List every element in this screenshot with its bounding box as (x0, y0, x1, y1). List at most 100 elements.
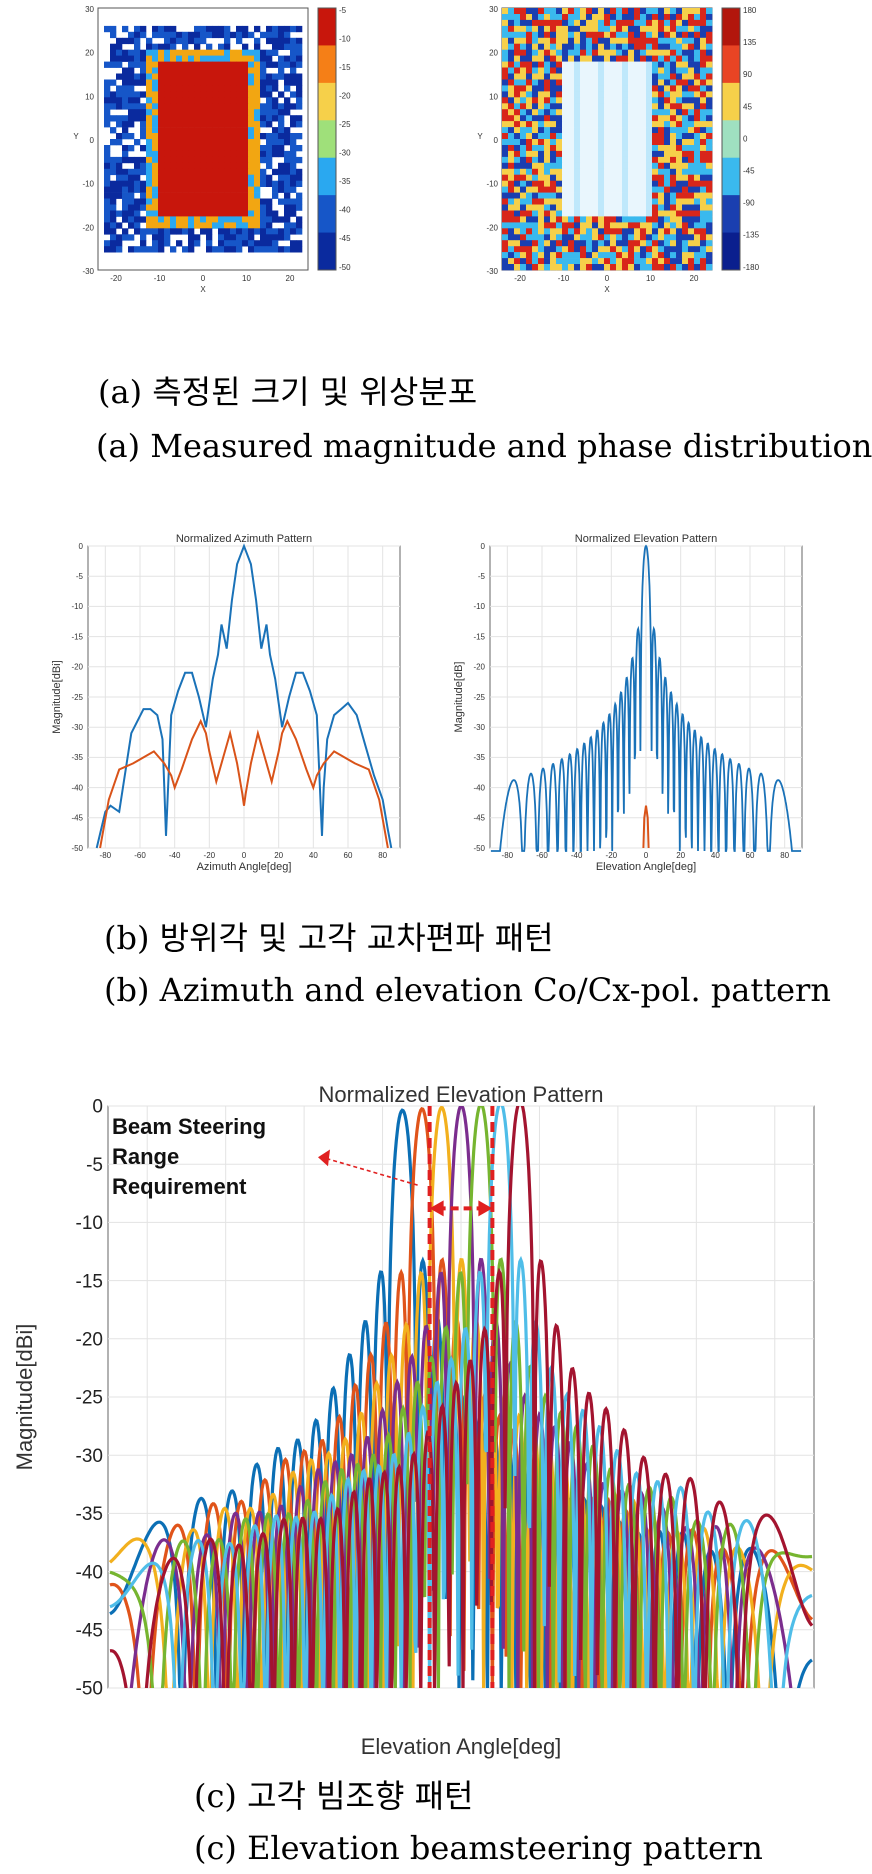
heatmap-cell (248, 246, 255, 253)
heatmap-cell (526, 91, 533, 98)
heatmap-cell (134, 31, 141, 39)
heatmap-cell (248, 79, 255, 86)
heatmap-cell (622, 133, 629, 140)
heatmap-cell (128, 79, 135, 86)
heatmap-cell (622, 252, 629, 259)
heatmap-cell (562, 37, 569, 45)
heatmap-cell (592, 174, 599, 181)
heatmap-cell (194, 174, 201, 181)
heatmap-cell (580, 264, 587, 271)
heatmap-cell (140, 49, 147, 56)
heatmap-cell (550, 228, 557, 235)
heatmap-cell (646, 109, 653, 116)
x-tick-label: 40 (711, 851, 720, 860)
heatmap-cell (242, 49, 249, 56)
heatmap-cell (170, 162, 177, 170)
heatmap-cell (568, 37, 575, 45)
heatmap-cell (152, 115, 159, 122)
heatmap-cell (670, 97, 677, 104)
heatmap-cell (538, 246, 545, 253)
heatmap-cell (188, 204, 195, 211)
heatmap-cell (706, 198, 713, 205)
heatmap-cell (640, 192, 647, 199)
heatmap-cell (652, 121, 659, 128)
heatmap-cell (182, 192, 189, 199)
heatmap-cell (152, 145, 159, 152)
heatmap-cell (622, 109, 629, 116)
heatmap-cell (122, 192, 129, 199)
heatmap-cell (526, 216, 533, 223)
heatmap-cell (622, 79, 629, 86)
heatmap-cell (272, 43, 279, 50)
heatmap-cell (688, 216, 695, 223)
heatmap-cell (182, 168, 189, 176)
heatmap-cell (646, 37, 653, 45)
heatmap-cell (104, 180, 111, 187)
heatmap-cell (688, 19, 695, 27)
heatmap-cell (688, 133, 695, 140)
heatmap-cell (134, 168, 141, 176)
heatmap-cell (640, 37, 647, 45)
y-tick-label: -30 (82, 267, 94, 276)
heatmap-cell (568, 31, 575, 39)
heatmap-cell (224, 204, 231, 211)
heatmap-cell (568, 121, 575, 128)
heatmap-cell (296, 246, 303, 253)
heatmap-cell (170, 91, 177, 98)
heatmap-cell (508, 192, 515, 199)
heatmap-cell (526, 37, 533, 45)
heatmap-cell (538, 252, 545, 259)
heatmap-cell (628, 85, 635, 92)
heatmap-cell (538, 91, 545, 98)
heatmap-cell (188, 139, 195, 146)
heatmap-cell (670, 103, 677, 110)
colorbar-tick-label: -90 (743, 199, 755, 208)
heatmap-cell (646, 103, 653, 110)
heatmap-cell (550, 258, 557, 265)
heatmap-cell (152, 25, 159, 33)
heatmap-cell (652, 210, 659, 217)
heatmap-cell (188, 121, 195, 128)
heatmap-cell (278, 43, 285, 50)
heatmap-cell (610, 97, 617, 104)
heatmap-cell (260, 121, 267, 128)
heatmap-cell (670, 91, 677, 98)
heatmap-cell (616, 210, 623, 217)
heatmap-cell (688, 198, 695, 205)
heatmap-cell (688, 85, 695, 92)
heatmap-cell (580, 156, 587, 164)
heatmap-cell (664, 49, 671, 56)
x-tick-label: 0 (644, 851, 649, 860)
heatmap-cell (128, 55, 135, 62)
heatmap-cell (158, 73, 165, 80)
heatmap-cell (652, 115, 659, 122)
heatmap-cell (514, 246, 521, 253)
y-tick-label: -25 (76, 1388, 103, 1409)
heatmap-cell (212, 156, 219, 164)
heatmap-cell (622, 150, 629, 158)
heatmap-cell (706, 139, 713, 146)
heatmap-cell (140, 162, 147, 170)
heatmap-cell (514, 222, 521, 229)
heatmap-cell (628, 139, 635, 146)
colorbar-tick-label: -45 (743, 166, 755, 175)
heatmap-cell (122, 234, 129, 241)
heatmap-cell (634, 186, 641, 193)
heatmap-cell (562, 222, 569, 229)
beam-line-5 (109, 1106, 813, 1688)
heatmap-cell (170, 156, 177, 164)
heatmap-cell (682, 25, 689, 33)
heatmap-cell (146, 109, 153, 116)
heatmap-cell (502, 79, 509, 86)
heatmap-cell (574, 133, 581, 140)
heatmap-cell (224, 156, 231, 164)
y-tick-label: -35 (76, 1504, 103, 1525)
heatmap-cell (212, 186, 219, 193)
heatmap-cell (622, 73, 629, 80)
heatmap-cell (254, 228, 261, 235)
heatmap-cell (616, 49, 623, 56)
heatmap-cell (544, 156, 551, 164)
heatmap-cell (538, 234, 545, 241)
heatmap-cell (116, 61, 123, 68)
heatmap-cell (520, 61, 527, 68)
